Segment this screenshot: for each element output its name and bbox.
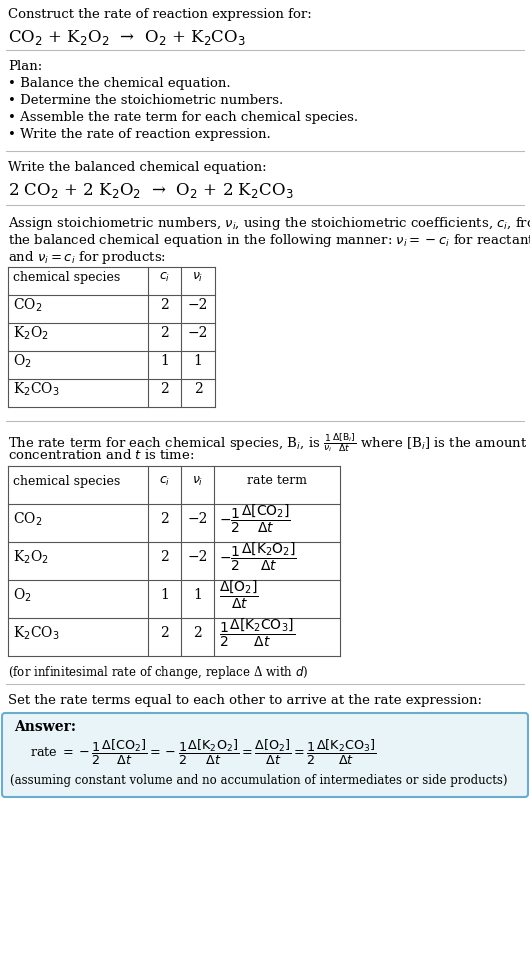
Text: chemical species: chemical species	[13, 474, 120, 487]
Text: the balanced chemical equation in the following manner: $\nu_i = -c_i$ for react: the balanced chemical equation in the fo…	[8, 232, 530, 249]
Text: $c_i$: $c_i$	[159, 270, 170, 283]
Text: K$_2$O$_2$: K$_2$O$_2$	[13, 324, 49, 342]
Text: 2: 2	[160, 298, 169, 312]
Text: • Determine the stoichiometric numbers.: • Determine the stoichiometric numbers.	[8, 94, 283, 107]
Text: CO$_2$: CO$_2$	[13, 511, 42, 527]
Text: $\dfrac{1}{2}\dfrac{\Delta[\mathrm{K_2CO_3}]}{\Delta t}$: $\dfrac{1}{2}\dfrac{\Delta[\mathrm{K_2CO…	[219, 616, 295, 649]
Text: $\nu_i$: $\nu_i$	[192, 270, 204, 283]
Text: • Write the rate of reaction expression.: • Write the rate of reaction expression.	[8, 128, 271, 141]
Text: −2: −2	[187, 550, 208, 564]
Text: concentration and $t$ is time:: concentration and $t$ is time:	[8, 448, 195, 462]
Text: 1: 1	[193, 354, 202, 368]
Text: 2 CO$_2$ + 2 K$_2$O$_2$  →  O$_2$ + 2 K$_2$CO$_3$: 2 CO$_2$ + 2 K$_2$O$_2$ → O$_2$ + 2 K$_2…	[8, 181, 294, 200]
Text: and $\nu_i = c_i$ for products:: and $\nu_i = c_i$ for products:	[8, 249, 166, 266]
Text: (assuming constant volume and no accumulation of intermediates or side products): (assuming constant volume and no accumul…	[10, 774, 508, 787]
Text: rate term: rate term	[247, 474, 307, 487]
Text: $-\dfrac{1}{2}\dfrac{\Delta[\mathrm{CO_2}]}{\Delta t}$: $-\dfrac{1}{2}\dfrac{\Delta[\mathrm{CO_2…	[219, 503, 291, 535]
Text: chemical species: chemical species	[13, 270, 120, 283]
Text: −2: −2	[188, 326, 208, 340]
Text: 1: 1	[193, 588, 202, 602]
Text: 2: 2	[193, 626, 202, 640]
Text: 1: 1	[160, 588, 169, 602]
Text: Answer:: Answer:	[14, 720, 76, 734]
Text: $c_i$: $c_i$	[159, 474, 170, 487]
Text: Write the balanced chemical equation:: Write the balanced chemical equation:	[8, 161, 267, 174]
Text: 1: 1	[160, 354, 169, 368]
Text: Construct the rate of reaction expression for:: Construct the rate of reaction expressio…	[8, 8, 312, 21]
Text: K$_2$CO$_3$: K$_2$CO$_3$	[13, 624, 59, 642]
Text: −2: −2	[188, 298, 208, 312]
Text: Assign stoichiometric numbers, $\nu_i$, using the stoichiometric coefficients, $: Assign stoichiometric numbers, $\nu_i$, …	[8, 215, 530, 232]
Text: rate $= -\dfrac{1}{2}\dfrac{\Delta[\mathrm{CO_2}]}{\Delta t} = -\dfrac{1}{2}\dfr: rate $= -\dfrac{1}{2}\dfrac{\Delta[\math…	[30, 738, 376, 767]
Text: 2: 2	[160, 550, 169, 564]
Text: Set the rate terms equal to each other to arrive at the rate expression:: Set the rate terms equal to each other t…	[8, 694, 482, 707]
Text: O$_2$: O$_2$	[13, 352, 32, 369]
Text: 2: 2	[193, 382, 202, 396]
Text: 2: 2	[160, 512, 169, 526]
Text: K$_2$CO$_3$: K$_2$CO$_3$	[13, 380, 59, 398]
Text: K$_2$O$_2$: K$_2$O$_2$	[13, 548, 49, 565]
Text: CO$_2$: CO$_2$	[13, 296, 42, 314]
Text: 2: 2	[160, 382, 169, 396]
Text: −2: −2	[187, 512, 208, 526]
Text: (for infinitesimal rate of change, replace Δ with $d$): (for infinitesimal rate of change, repla…	[8, 664, 308, 681]
Text: 2: 2	[160, 626, 169, 640]
Text: $\nu_i$: $\nu_i$	[192, 474, 203, 487]
Text: 2: 2	[160, 326, 169, 340]
Text: • Assemble the rate term for each chemical species.: • Assemble the rate term for each chemic…	[8, 111, 358, 124]
Text: CO$_2$ + K$_2$O$_2$  →  O$_2$ + K$_2$CO$_3$: CO$_2$ + K$_2$O$_2$ → O$_2$ + K$_2$CO$_3…	[8, 28, 246, 47]
Text: Plan:: Plan:	[8, 60, 42, 73]
FancyBboxPatch shape	[2, 713, 528, 797]
Text: $\dfrac{\Delta[\mathrm{O_2}]}{\Delta t}$: $\dfrac{\Delta[\mathrm{O_2}]}{\Delta t}$	[219, 579, 259, 612]
Text: $-\dfrac{1}{2}\dfrac{\Delta[\mathrm{K_2O_2}]}{\Delta t}$: $-\dfrac{1}{2}\dfrac{\Delta[\mathrm{K_2O…	[219, 541, 297, 573]
Text: O$_2$: O$_2$	[13, 586, 32, 604]
Text: The rate term for each chemical species, B$_i$, is $\frac{1}{\nu_i}\frac{\Delta[: The rate term for each chemical species,…	[8, 431, 527, 454]
Text: • Balance the chemical equation.: • Balance the chemical equation.	[8, 77, 231, 90]
